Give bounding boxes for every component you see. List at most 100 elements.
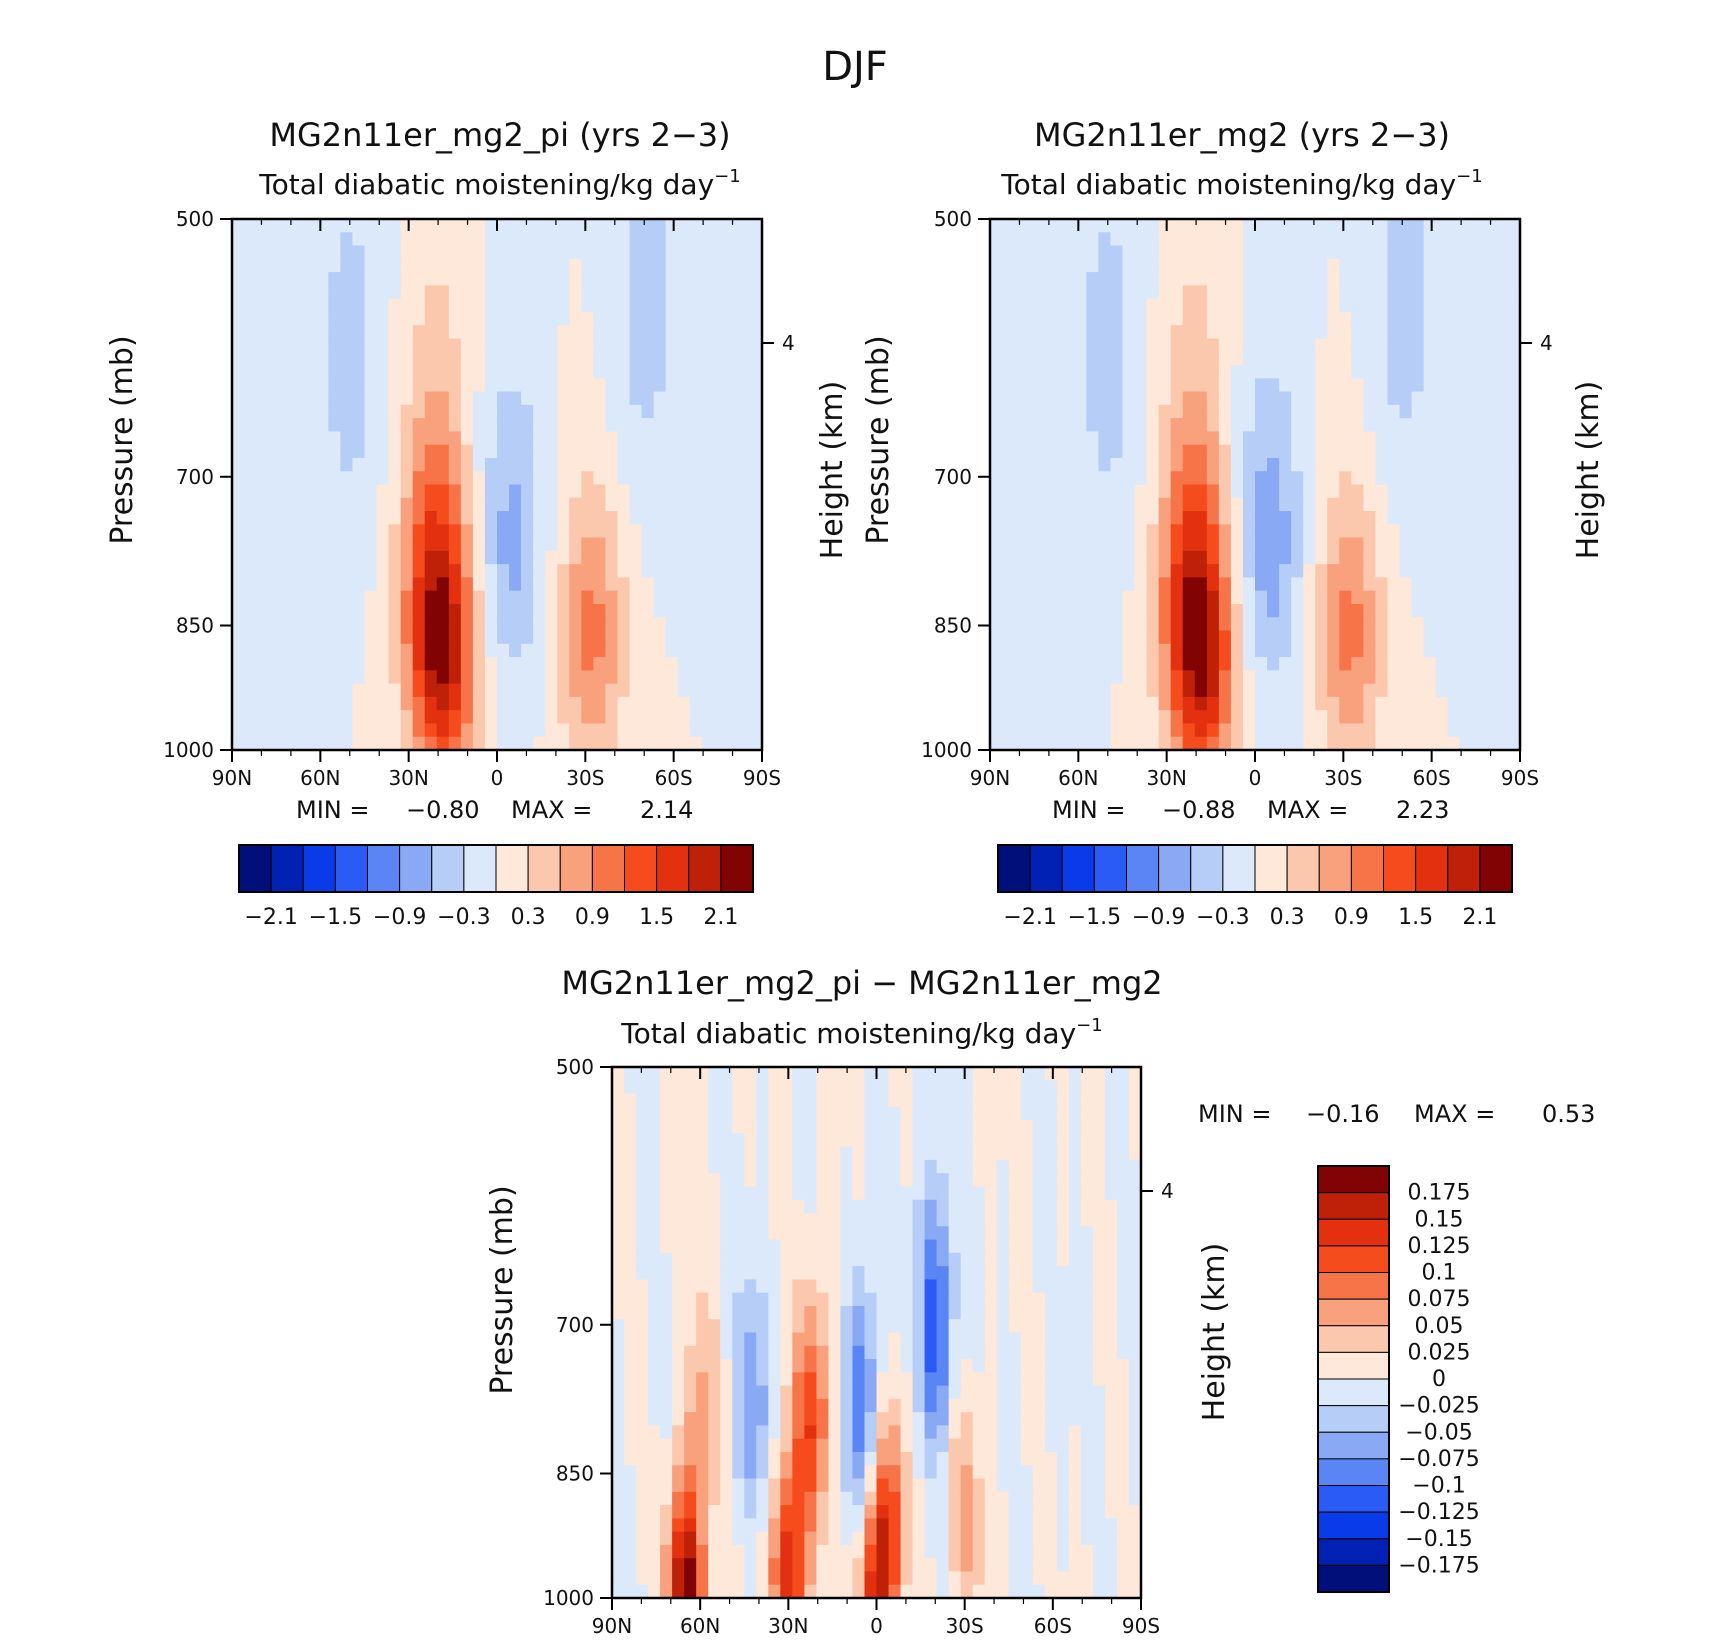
panel-1-field-cell — [689, 378, 703, 393]
panel-1-field-cell — [340, 404, 354, 419]
panel-2-field-cell — [1146, 245, 1160, 260]
panel-2-field-cell — [1050, 723, 1063, 738]
panel-2-field-cell — [1483, 431, 1497, 446]
panel-1-field-cell — [364, 311, 378, 326]
panel-2-field-cell — [1423, 404, 1437, 419]
panel-3-field-cell — [624, 1106, 637, 1121]
panel-1-field-cell — [388, 710, 402, 725]
panel-2-field-cell — [1267, 391, 1280, 406]
panel-3-field-cell — [816, 1266, 830, 1281]
panel-1-field-cell — [460, 457, 474, 472]
panel-3-field-cell — [1008, 1412, 1022, 1427]
panel-2-field-cell — [1050, 351, 1063, 366]
panel-3-field-cell — [780, 1080, 793, 1095]
panel-1-field-cell — [340, 484, 354, 499]
panel-2-field-cell — [1363, 272, 1377, 286]
panel-2-field-cell — [1483, 564, 1497, 579]
panel-2-field-cell — [990, 258, 1003, 273]
panel-1-field-cell — [316, 285, 329, 300]
panel-3-field-cell — [996, 1266, 1010, 1281]
panel-1-field-cell — [653, 325, 667, 340]
panel-2-field-cell — [1375, 617, 1389, 632]
panel-1-field-cell — [376, 617, 390, 632]
panel-2-field-cell — [1002, 723, 1015, 738]
panel-1-field-cell — [460, 444, 474, 459]
panel-1-field-cell — [677, 683, 691, 698]
panel-3-field-cell — [1056, 1279, 1070, 1294]
panel-2-field-cell — [1411, 696, 1425, 711]
panel-2-field-cell — [1507, 511, 1521, 525]
panel-3-field-cell — [612, 1372, 625, 1387]
panel-2-field-cell — [1399, 564, 1413, 579]
panel-3-field-cell — [624, 1226, 637, 1241]
panel-1-field-cell — [460, 232, 474, 247]
panel-2-field-cell — [1074, 537, 1087, 552]
panel-2-field-cell — [1507, 351, 1521, 366]
panel-3-field-cell — [732, 1106, 745, 1121]
panel-1-field-cell — [641, 484, 655, 499]
panel-3-field-cell — [780, 1186, 793, 1201]
panel-2-field-cell — [1110, 272, 1124, 286]
panel-1-field-cell — [292, 524, 305, 539]
panel-2-field-cell — [1182, 391, 1196, 406]
panel-1-field-cell — [472, 537, 486, 552]
panel-2-field-cell — [1447, 418, 1461, 433]
panel-3-field-cell — [1080, 1080, 1094, 1095]
panel-1-field-cell — [581, 564, 594, 579]
panel-3-field-cell — [840, 1080, 854, 1095]
panel-1-field-cell — [521, 245, 534, 260]
panel-2-field-cell — [1423, 550, 1437, 565]
panel-3-field-cell — [660, 1332, 673, 1347]
panel-2-field-cell — [1507, 444, 1521, 459]
panel-3-field-cell — [912, 1412, 926, 1427]
panel-1-field-cell — [304, 497, 317, 512]
panel-1-field-cell — [244, 418, 257, 433]
panel-3-field-cell — [780, 1359, 793, 1373]
panel-3-field-cell — [840, 1067, 854, 1081]
panel-1-field-cell — [713, 696, 727, 711]
panel-2-field-cell — [1267, 298, 1280, 313]
panel-3-field-cell — [852, 1159, 866, 1174]
panel-2-field-cell — [1062, 657, 1075, 671]
panel-3-field-cell — [792, 1305, 805, 1320]
panel-1-field-cell — [460, 298, 474, 313]
panel-2-field-cell — [1230, 325, 1244, 340]
panel-2-field-cell — [1459, 245, 1473, 260]
panel-1-field-cell — [521, 736, 534, 751]
panel-1-field-cell — [665, 311, 679, 326]
panel-2-field-cell — [1459, 630, 1473, 645]
panel-2-field-cell — [1074, 710, 1087, 725]
panel-1-field-cell — [448, 643, 462, 658]
panel-3-field-cell — [900, 1133, 914, 1148]
panel-1-field-cell — [713, 431, 727, 446]
panel-3-field-cell — [888, 1279, 902, 1294]
panel-2-field-cell — [1351, 564, 1365, 579]
panel-1-field-cell — [521, 258, 534, 273]
panel-1-field-cell — [617, 325, 631, 340]
panel-1-field-cell — [232, 404, 245, 419]
panel-2-field-cell — [1279, 219, 1292, 233]
panel-2-field-cell — [1291, 391, 1304, 406]
panel-3-field-cell — [888, 1106, 902, 1121]
panel-3-field-cell — [912, 1226, 926, 1241]
panel-2-field-cell — [1194, 537, 1208, 552]
panel-2-field-cell — [1134, 723, 1148, 738]
panel-1-field-cell — [304, 550, 317, 565]
panel-1-field-cell — [364, 219, 378, 233]
panel-2-field-cell — [1050, 577, 1063, 592]
panel-1-field-cell — [484, 404, 498, 419]
panel-1-field-cell — [412, 325, 426, 340]
panel-1-field-cell — [617, 404, 631, 419]
panel-1-field-cell — [569, 696, 582, 711]
panel-2-field-cell — [1134, 245, 1148, 260]
panel-3-field-cell — [780, 1319, 793, 1334]
panel-1-field-cell — [749, 391, 763, 406]
panel-3-field-cell — [1056, 1199, 1070, 1214]
panel-3-field-cell — [840, 1093, 854, 1108]
panel-3-field-cell — [840, 1186, 854, 1201]
panel-3-field-cell — [1044, 1412, 1058, 1427]
panel-1-field-cell — [352, 311, 366, 326]
panel-1-field-cell — [725, 325, 739, 340]
panel-2-field-cell — [1279, 365, 1292, 379]
panel-1-field-cell — [725, 378, 739, 393]
